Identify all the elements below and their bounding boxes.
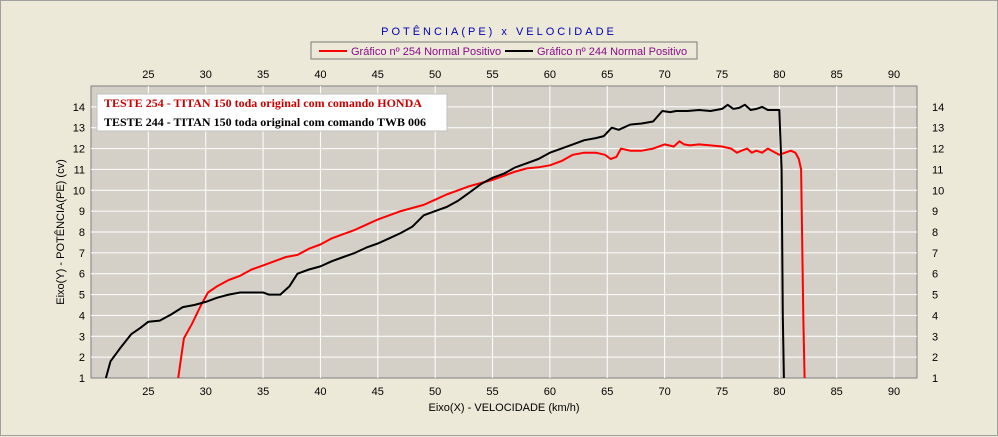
x-tick-label-bottom: 25 xyxy=(142,386,154,398)
legend-box xyxy=(310,41,698,60)
x-tick-label-top: 50 xyxy=(429,69,441,81)
x-tick-label-top: 25 xyxy=(142,69,154,81)
axis-ticks: 2525303035354040454550505555606065657070… xyxy=(73,69,945,398)
x-tick-label-top: 30 xyxy=(200,69,212,81)
y-tick-label-left: 10 xyxy=(73,185,85,197)
y-tick-label-left: 5 xyxy=(79,290,85,302)
x-axis-label: Eixo(X) - VELOCIDADE (km/h) xyxy=(429,402,580,414)
y-tick-label-left: 14 xyxy=(73,102,85,114)
series-line-254 xyxy=(177,140,806,379)
y-tick-label-right: 12 xyxy=(932,144,944,156)
y-tick-label-right: 13 xyxy=(932,123,944,135)
x-tick-label-top: 35 xyxy=(257,69,269,81)
x-tick-label-top: 75 xyxy=(716,69,728,81)
y-tick-label-right: 3 xyxy=(932,331,938,343)
legend-label-series-254: Gráfico nº 254 Normal Positivo xyxy=(351,46,501,58)
grid-lines xyxy=(91,86,917,378)
y-tick-label-right: 4 xyxy=(932,310,938,322)
x-tick-label-bottom: 35 xyxy=(257,386,269,398)
chart-title: POTÊNCIA(PE) x VELOCIDADE xyxy=(381,25,617,38)
x-tick-label-bottom: 60 xyxy=(544,386,556,398)
y-tick-label-left: 9 xyxy=(79,206,85,218)
y-tick-label-right: 1 xyxy=(932,373,938,385)
y-tick-label-right: 6 xyxy=(932,269,938,281)
x-tick-label-bottom: 50 xyxy=(429,386,441,398)
y-tick-label-right: 2 xyxy=(932,352,938,364)
y-tick-label-left: 6 xyxy=(79,269,85,281)
y-tick-label-right: 10 xyxy=(932,185,944,197)
annotation-background xyxy=(96,93,448,132)
y-axis-label: Eixo(Y) - POTÊNCIA(PE) (cv) xyxy=(54,159,67,304)
x-tick-label-top: 45 xyxy=(372,69,384,81)
y-tick-label-left: 8 xyxy=(79,227,85,239)
y-tick-label-left: 12 xyxy=(73,144,85,156)
y-tick-label-left: 1 xyxy=(79,373,85,385)
x-tick-label-bottom: 65 xyxy=(601,386,613,398)
y-tick-label-left: 11 xyxy=(74,164,85,176)
x-tick-label-bottom: 30 xyxy=(200,386,212,398)
annotation-box: TESTE 254 - TITAN 150 toda original com … xyxy=(96,93,448,132)
x-tick-label-bottom: 40 xyxy=(314,386,326,398)
x-tick-label-top: 40 xyxy=(314,69,326,81)
x-tick-label-bottom: 85 xyxy=(831,386,843,398)
x-tick-label-top: 70 xyxy=(658,69,670,81)
legend: Gráfico nº 254 Normal Positivo Gráfico n… xyxy=(310,41,698,60)
y-tick-label-right: 7 xyxy=(932,248,938,260)
series-line-244 xyxy=(104,103,785,379)
y-tick-label-right: 11 xyxy=(932,164,943,176)
x-tick-label-bottom: 45 xyxy=(372,386,384,398)
x-tick-label-bottom: 70 xyxy=(658,386,670,398)
annotation-test-244: TESTE 244 - TITAN 150 toda original com … xyxy=(104,115,426,129)
y-tick-label-right: 9 xyxy=(932,206,938,218)
y-tick-label-right: 14 xyxy=(932,102,944,114)
x-tick-label-top: 85 xyxy=(831,69,843,81)
legend-label-series-244: Gráfico nº 244 Normal Positivo xyxy=(537,46,687,58)
x-tick-label-bottom: 90 xyxy=(888,386,900,398)
annotation-test-254: TESTE 254 - TITAN 150 toda original com … xyxy=(104,96,422,110)
x-tick-label-top: 55 xyxy=(486,69,498,81)
x-tick-label-top: 65 xyxy=(601,69,613,81)
x-tick-label-bottom: 55 xyxy=(486,386,498,398)
x-tick-label-top: 90 xyxy=(888,69,900,81)
y-tick-label-left: 4 xyxy=(79,310,85,322)
y-tick-label-right: 5 xyxy=(932,290,938,302)
y-tick-label-left: 7 xyxy=(79,248,85,260)
y-tick-label-right: 8 xyxy=(932,227,938,239)
series-layer xyxy=(104,103,806,379)
x-tick-label-bottom: 75 xyxy=(716,386,728,398)
x-tick-label-top: 60 xyxy=(544,69,556,81)
y-tick-label-left: 2 xyxy=(79,352,85,364)
x-tick-label-bottom: 80 xyxy=(773,386,785,398)
y-tick-label-left: 3 xyxy=(79,331,85,343)
x-tick-label-top: 80 xyxy=(773,69,785,81)
y-tick-label-left: 13 xyxy=(73,123,85,135)
